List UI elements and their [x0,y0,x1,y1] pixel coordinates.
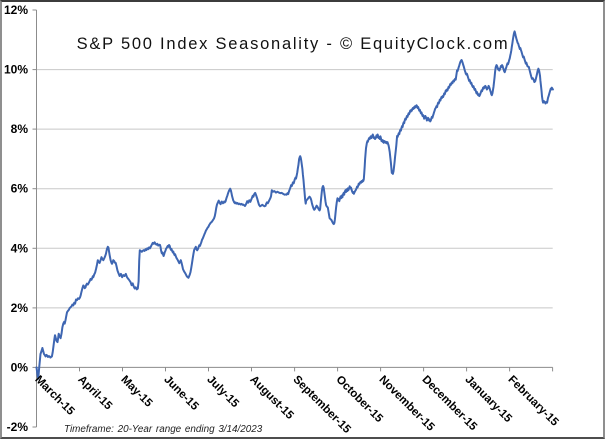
svg-text:12%: 12% [4,3,28,17]
svg-text:2%: 2% [11,301,29,315]
svg-text:August-15: August-15 [247,374,296,423]
svg-text:4%: 4% [11,241,29,255]
svg-text:February-15: February-15 [505,374,560,429]
svg-text:Timeframe: 20-Year range endin: Timeframe: 20-Year range ending 3/14/202… [64,424,263,435]
svg-text:-2%: -2% [7,420,29,434]
svg-text:May-15: May-15 [118,374,154,410]
svg-text:June-15: June-15 [161,374,201,414]
svg-text:8%: 8% [11,122,29,136]
svg-text:April-15: April-15 [75,374,114,413]
svg-text:10%: 10% [4,63,28,77]
svg-text:March-15: March-15 [32,374,77,419]
svg-text:0%: 0% [11,360,29,374]
svg-text:S&P 500 Index Seasonality - ©: S&P 500 Index Seasonality - © EquityCloc… [77,35,510,53]
svg-text:July-15: July-15 [204,374,241,411]
svg-text:6%: 6% [11,182,29,196]
